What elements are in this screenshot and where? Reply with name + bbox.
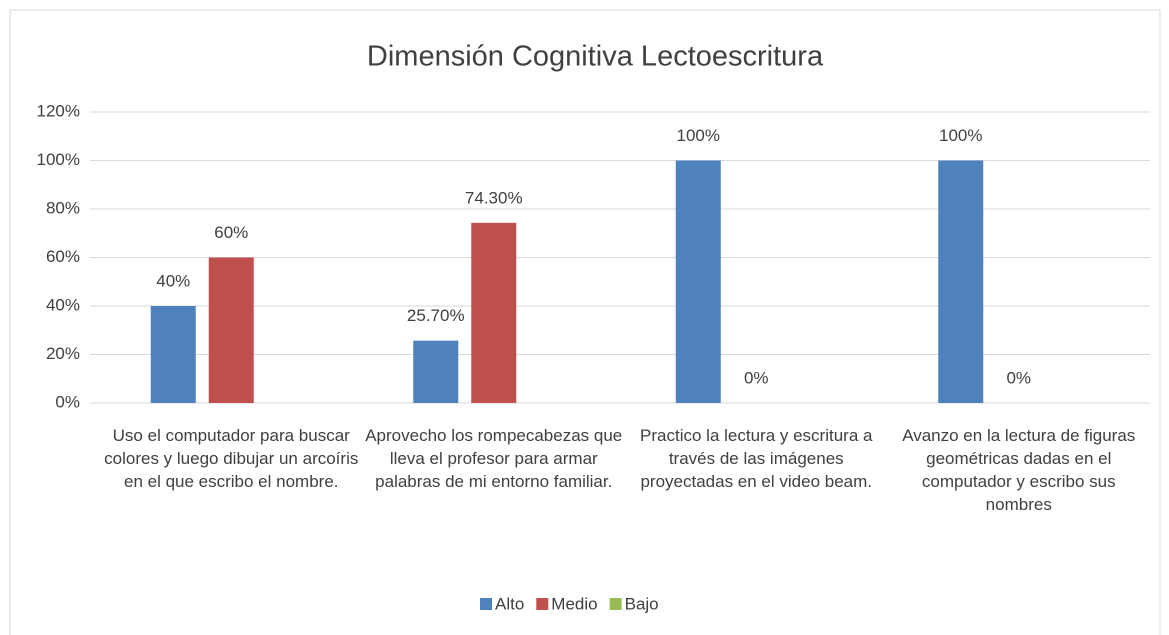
bar [938,160,984,403]
data-label: 74.30% [465,188,523,207]
data-label: 100% [939,126,982,145]
y-tick-label: 80% [46,198,80,217]
bar [150,306,196,403]
data-label: 100% [677,126,720,145]
y-tick-label: 100% [37,150,80,169]
bar [675,160,721,403]
x-tick-label-box: Avanzo en la lectura de figuras geométri… [902,426,1136,514]
x-tick-label-box: Practico la lectura y escritura a través… [640,426,873,491]
x-tick-label: Practico la lectura y escritura a través… [640,426,873,491]
x-tick-label-box: Uso el computador para buscar colores y … [104,426,359,491]
x-tick-label-box: Aprovecho los rompecabezas que lleva el … [365,426,623,491]
y-tick-label: 40% [46,295,80,314]
data-label: 0% [1006,368,1031,387]
data-label: 60% [214,223,248,242]
bar [413,340,459,403]
bar [208,257,254,403]
legend-label: Medio [551,594,597,613]
x-tick-label: Uso el computador para buscar colores y … [104,426,359,491]
chart-title: Dimensión Cognitiva Lectoescritura [367,41,824,73]
y-tick-label: 0% [55,392,80,411]
bar [471,222,517,403]
legend-swatch [480,598,492,610]
data-label: 25.70% [407,306,465,325]
legend-label: Bajo [625,594,659,613]
data-label: 40% [156,271,190,290]
data-label: 0% [744,368,769,387]
y-tick-label: 60% [46,247,80,266]
x-tick-label: Aprovecho los rompecabezas que lleva el … [365,426,623,491]
y-tick-label: 20% [46,344,80,363]
legend-swatch [609,598,622,610]
legend-swatch [536,598,549,610]
legend-label: Alto [495,594,524,613]
x-tick-label: Avanzo en la lectura de figuras geométri… [902,426,1136,514]
y-tick-label: 120% [37,101,80,120]
